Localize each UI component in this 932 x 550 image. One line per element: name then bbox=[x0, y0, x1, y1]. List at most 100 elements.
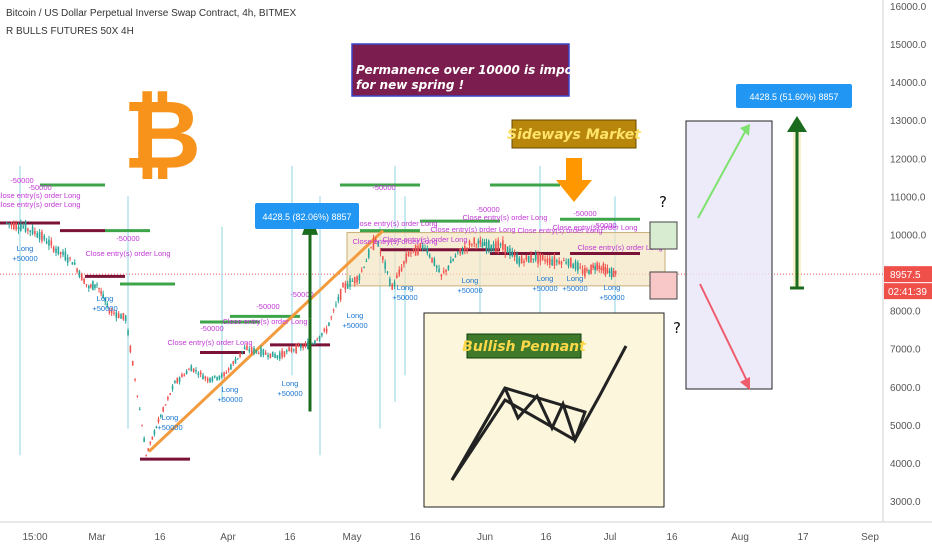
measure-target-box bbox=[736, 84, 852, 108]
bull-scenario-arrow bbox=[697, 129, 747, 219]
candle-body bbox=[335, 304, 337, 306]
close-long-label: Close entry(s) order Long bbox=[352, 237, 437, 246]
candle-body bbox=[117, 313, 120, 318]
x-tick-label: 17 bbox=[797, 532, 809, 543]
candle-body bbox=[145, 455, 147, 457]
close-long-label: Close entry(s) order Long bbox=[462, 213, 547, 222]
candle-body bbox=[257, 352, 260, 354]
candle-body bbox=[106, 303, 109, 306]
long-label: Long bbox=[17, 244, 34, 253]
candle-body bbox=[98, 288, 100, 290]
candle-body bbox=[206, 378, 209, 382]
candle-body bbox=[115, 312, 118, 318]
candle-body bbox=[94, 284, 96, 289]
close-long-label: Close entry(s) order Long bbox=[352, 219, 437, 228]
candle-body bbox=[563, 260, 565, 262]
candle-body bbox=[475, 244, 478, 246]
y-tick-label: 11000.0 bbox=[890, 192, 926, 203]
candle-body bbox=[477, 240, 480, 244]
bear-scenario-head bbox=[740, 377, 750, 390]
candle-body bbox=[120, 314, 122, 319]
candle-body bbox=[346, 284, 349, 289]
candle-body bbox=[43, 235, 46, 240]
candle-body bbox=[492, 243, 495, 252]
long-label: Long bbox=[97, 294, 114, 303]
candle-body bbox=[579, 267, 582, 269]
candle-body bbox=[102, 294, 104, 298]
candle-body bbox=[414, 245, 417, 256]
candle-body bbox=[13, 222, 15, 230]
candle-body bbox=[516, 254, 518, 264]
candle-body bbox=[155, 426, 158, 429]
candle-body bbox=[407, 252, 410, 257]
candle-body bbox=[278, 352, 281, 359]
candle-body bbox=[83, 278, 85, 284]
candle-body bbox=[45, 241, 48, 244]
candle-body bbox=[431, 257, 433, 263]
orange-down-arrow-icon bbox=[556, 158, 592, 202]
candle-body bbox=[375, 239, 377, 241]
candle-body bbox=[433, 258, 436, 266]
candle-body bbox=[316, 339, 319, 341]
chart-subtitle: R BULLS FUTURES 50X 4H bbox=[6, 26, 134, 37]
candle-body bbox=[481, 242, 484, 248]
candle-body bbox=[307, 341, 309, 350]
candle-body bbox=[565, 261, 567, 264]
sideways-label-box bbox=[511, 119, 637, 149]
pennant-label: Bullish Pennant bbox=[462, 339, 587, 355]
candle-body bbox=[143, 438, 145, 443]
candle-body bbox=[59, 252, 62, 254]
candle-body bbox=[318, 335, 321, 340]
candle-body bbox=[234, 358, 237, 364]
candle-body bbox=[181, 374, 183, 378]
candle-body bbox=[606, 268, 609, 273]
x-tick-label: May bbox=[343, 532, 362, 543]
plus-label: +50000 bbox=[562, 284, 587, 293]
candle-body bbox=[202, 374, 204, 380]
candle-body bbox=[90, 284, 92, 288]
candle-body bbox=[285, 350, 288, 352]
candle-body bbox=[248, 349, 251, 352]
candle-body bbox=[410, 252, 412, 254]
candle-body bbox=[377, 241, 379, 247]
plus-label: +50000 bbox=[217, 395, 242, 404]
plus-label: +50000 bbox=[342, 321, 367, 330]
candle-body bbox=[62, 251, 64, 256]
candle-body bbox=[124, 315, 127, 322]
candle-body bbox=[337, 296, 340, 301]
candle-body bbox=[131, 360, 134, 366]
sideways-label: Sideways Market bbox=[507, 127, 642, 143]
measure-target-label: 4428.5 (51.60%) 8857 bbox=[749, 92, 838, 102]
candle-body bbox=[511, 250, 514, 257]
y-tick-label: 16000.0 bbox=[890, 2, 927, 13]
countdown-label: 02:41:39 bbox=[888, 287, 927, 298]
candle-body bbox=[269, 353, 272, 358]
candle-body bbox=[211, 377, 214, 382]
permanence-note-line1: Permanence over 10000 is important bbox=[356, 63, 608, 77]
candle-body bbox=[227, 368, 230, 371]
candle-body bbox=[8, 223, 10, 225]
candle-body bbox=[502, 240, 504, 250]
candle-body bbox=[504, 244, 507, 254]
candle-body bbox=[339, 289, 342, 300]
candle-body bbox=[29, 230, 32, 232]
candle-body bbox=[584, 267, 586, 277]
candle-body bbox=[398, 269, 401, 276]
candle-body bbox=[223, 372, 225, 377]
candle-body bbox=[188, 369, 190, 371]
candle-body bbox=[590, 264, 592, 274]
bear-scenario-arrow bbox=[699, 283, 749, 384]
candle-body bbox=[396, 275, 398, 279]
question-mark: ? bbox=[673, 319, 681, 337]
candle-body bbox=[100, 291, 102, 294]
sideways-range-box bbox=[346, 232, 666, 287]
candle-body bbox=[232, 361, 235, 364]
candle-body bbox=[468, 241, 471, 246]
candle-body bbox=[553, 256, 556, 266]
candle-body bbox=[594, 266, 596, 271]
candle-body bbox=[297, 344, 300, 347]
x-tick-label: 15:00 bbox=[22, 532, 47, 543]
candle-body bbox=[96, 284, 98, 286]
bitcoin-symbol-icon: ₿ bbox=[123, 79, 201, 191]
